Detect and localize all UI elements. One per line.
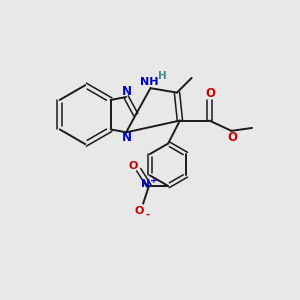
Text: -: - bbox=[146, 210, 150, 220]
Text: O: O bbox=[128, 161, 137, 171]
Text: N: N bbox=[122, 85, 132, 98]
Text: O: O bbox=[227, 131, 237, 144]
Text: +: + bbox=[150, 176, 158, 185]
Text: O: O bbox=[134, 206, 143, 216]
Text: N: N bbox=[141, 179, 150, 190]
Text: H: H bbox=[158, 71, 167, 81]
Text: O: O bbox=[205, 87, 215, 100]
Text: N: N bbox=[122, 131, 132, 144]
Text: NH: NH bbox=[140, 77, 158, 87]
